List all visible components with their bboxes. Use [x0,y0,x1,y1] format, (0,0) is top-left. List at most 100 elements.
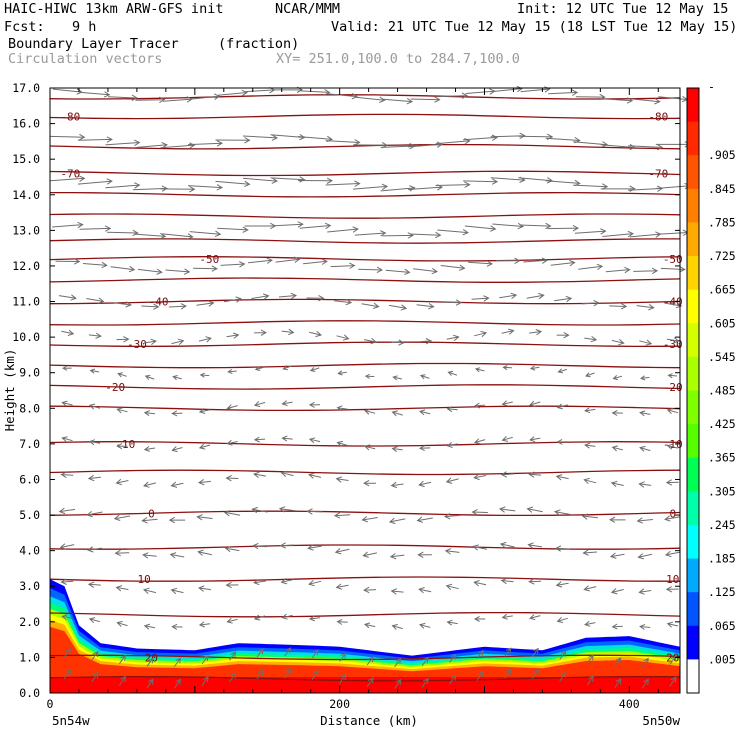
wind-vector [550,259,576,267]
wind-vector [526,292,545,300]
wind-vector [629,231,662,238]
wind-vector [143,623,156,630]
wind-vector [472,544,487,551]
colorbar-label: .245 [708,518,736,532]
wind-vector [308,437,321,444]
wind-vector [275,256,301,263]
wind-vector [413,267,439,275]
wind-vector [336,405,348,412]
colorbar-label: .005 [708,652,736,666]
wind-vector [278,292,298,300]
wind-vector [201,675,209,687]
wind-vector [605,266,631,274]
wind-vector [116,620,128,627]
wind-vector [242,177,279,184]
wind-vector [297,177,334,184]
wind-vector [87,581,101,588]
y-axis-title: Height (km) [2,349,17,432]
wind-vector [389,304,408,311]
wind-vector [335,476,349,483]
wind-vector [445,477,459,484]
wind-vector [465,88,496,95]
temperature-contour [49,362,681,369]
y-tick-label: 7.0 [19,437,40,451]
wind-vector [281,613,293,620]
wind-vector [50,175,86,182]
wind-vector [574,228,607,235]
wind-vector [504,647,512,657]
wind-vector [446,334,460,341]
wind-vector [308,472,322,479]
wind-vector [388,517,406,525]
contour-label: -10 [115,438,135,451]
wind-vector [499,292,518,299]
wind-vector [665,586,679,593]
wind-vector [585,372,595,378]
wind-vector [501,328,515,335]
colorbar-swatch [687,222,699,257]
wind-vector [88,617,101,624]
wind-vector [636,517,653,524]
colorbar-swatch [687,155,699,190]
wind-vector [336,334,350,341]
wind-vector [639,339,653,346]
wind-vector [573,141,609,148]
wind-vector [217,226,249,233]
wind-vector [91,671,99,682]
wind-vector [614,678,622,689]
wind-vector [173,657,182,667]
temperature-contour-10 [49,576,680,582]
temperature-contour--40 [49,298,681,305]
wind-vector [418,587,432,594]
wind-vector [254,365,265,371]
wind-vector [473,616,486,622]
wind-vector [116,443,128,450]
wind-vector [118,654,127,664]
wind-vector [630,98,661,105]
wind-vector [501,400,513,407]
wind-vector [366,677,374,688]
y-tick-label: 4.0 [19,544,40,558]
wind-vector [251,506,268,514]
wind-vector [364,444,376,451]
wind-vector [463,178,499,185]
wind-vector [63,668,71,679]
wind-vector [308,615,321,622]
wind-vector [226,332,240,339]
wind-vector [666,408,679,415]
tracer-fill-layer [50,579,680,693]
wind-vector [50,133,86,141]
wind-vector [63,647,72,658]
wind-vector [217,89,248,97]
wind-vector [391,446,403,453]
wind-vector [61,614,73,621]
contour-label: -50 [663,253,683,266]
wind-vector [582,549,598,556]
wind-vector [337,370,347,376]
wind-vector [638,481,652,488]
colorbar-swatch [687,625,699,660]
wind-vector [529,614,541,621]
wind-vector [144,374,155,380]
wind-vector [141,517,158,524]
colorbar-label: - [708,80,715,94]
wind-vector [284,668,292,679]
wind-vector [391,339,405,346]
wind-vector [86,297,105,304]
wind-vector [358,266,384,274]
wind-vector [471,295,490,302]
wind-vector [190,93,221,100]
y-tick-label: 1.0 [19,650,40,664]
wind-vector [602,230,635,238]
wind-vector [603,97,634,104]
wind-vector [417,551,432,559]
wind-vector [669,676,677,687]
y-tick-label: 6.0 [19,472,40,486]
xy-range: XY= 251.0,100.0 to 284.7,100.0 [276,51,520,67]
colorbar-swatch [687,659,699,694]
wind-vector [226,439,238,446]
wind-vector [418,480,432,488]
wind-vector [660,266,686,273]
wind-vector [215,180,251,188]
header-org: NCAR/MMM [275,1,341,17]
